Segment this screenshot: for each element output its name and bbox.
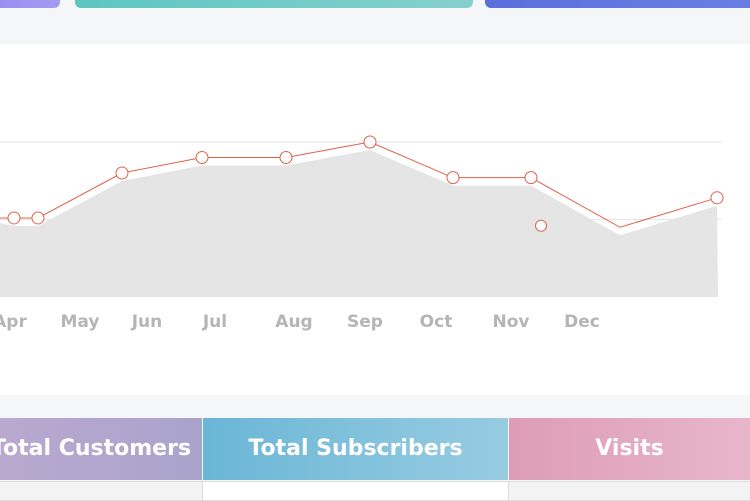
table-cell <box>508 481 750 501</box>
point <box>710 191 724 205</box>
area <box>0 150 718 297</box>
point <box>7 211 21 225</box>
x-tick-label: Oct <box>420 312 453 332</box>
point <box>31 211 45 225</box>
stat-card[interactable] <box>0 0 60 8</box>
x-tick-label: Nov <box>493 312 530 332</box>
point <box>115 166 129 180</box>
stat-card[interactable] <box>75 0 473 8</box>
x-tick-label: Jul <box>202 312 227 332</box>
point <box>195 151 209 164</box>
point <box>535 219 547 232</box>
table-cell <box>0 481 203 501</box>
x-tick-label: Jun <box>131 312 163 332</box>
header-cell[interactable]: Visits <box>509 418 750 480</box>
point <box>524 171 538 185</box>
x-tick-label: Dec <box>564 312 600 332</box>
header-cell[interactable]: Total Subscribers <box>203 418 508 480</box>
point <box>446 171 460 185</box>
x-tick-label: Aug <box>275 312 312 332</box>
x-tick-label: Sep <box>347 312 383 332</box>
point <box>279 151 293 164</box>
x-tick-label: Apr <box>0 312 27 332</box>
x-tick-label: May <box>61 312 100 332</box>
point <box>363 135 377 149</box>
table-cell <box>202 481 509 501</box>
stat-card[interactable] <box>485 0 750 8</box>
header-cell[interactable]: Total Customers <box>0 418 202 480</box>
